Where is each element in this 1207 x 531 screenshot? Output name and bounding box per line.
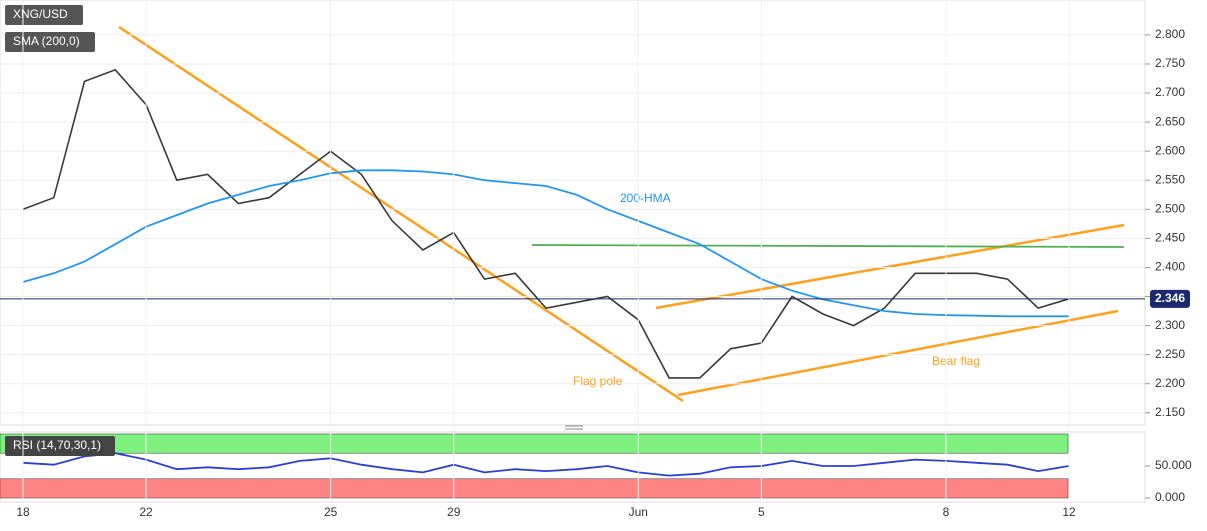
y-tick-label: 2.200 — [1155, 376, 1185, 390]
y-tick-label: 2.150 — [1155, 405, 1185, 419]
x-tick-label: 12 — [1062, 505, 1076, 519]
series-line — [22, 452, 1070, 477]
x-tick-label: 29 — [447, 505, 461, 519]
y-tick-label: 2.600 — [1155, 143, 1185, 157]
panel-handle — [565, 425, 583, 430]
y-tick-label: 2.550 — [1155, 172, 1185, 186]
annotation: 200-HMA — [620, 191, 671, 205]
legend-label: XNG/USD — [13, 7, 68, 21]
y-tick-label: 2.650 — [1155, 114, 1185, 128]
legend-box — [5, 5, 83, 25]
x-tick-label: 22 — [139, 505, 153, 519]
x-tick-label: 5 — [758, 505, 765, 519]
annotation: Flag pole — [573, 374, 623, 388]
x-tick-label: 18 — [16, 505, 30, 519]
y-tick-label: 2.750 — [1155, 56, 1185, 70]
rsi-band — [0, 433, 1069, 454]
x-tick-label: 25 — [324, 505, 338, 519]
legend-box — [5, 436, 115, 456]
y-tick-label: 2.250 — [1155, 347, 1185, 361]
rsi-band — [0, 478, 1069, 499]
y-tick-label: 2.400 — [1155, 260, 1185, 274]
y-tick-label: 2.800 — [1155, 27, 1185, 41]
y-tick-label: 2.500 — [1155, 201, 1185, 215]
legend-box — [5, 32, 95, 52]
current-price-label: 2.346 — [1155, 291, 1185, 305]
series-line — [22, 68, 1070, 379]
x-tick-label: 8 — [943, 505, 950, 519]
x-tick-label: Jun — [629, 505, 648, 519]
current-price-box — [1150, 289, 1190, 308]
y-tick-label: 50.000 — [1155, 458, 1192, 472]
y-tick-label: 2.300 — [1155, 318, 1185, 332]
legend-label: RSI (14,70,30,1) — [13, 438, 101, 452]
series-line — [22, 169, 1069, 318]
y-tick-label: 2.700 — [1155, 85, 1185, 99]
y-tick-label: 2.450 — [1155, 231, 1185, 245]
y-tick-label: 0.000 — [1155, 490, 1185, 504]
annotation: Bear flag — [932, 354, 980, 368]
legend-label: SMA (200,0) — [13, 34, 80, 48]
